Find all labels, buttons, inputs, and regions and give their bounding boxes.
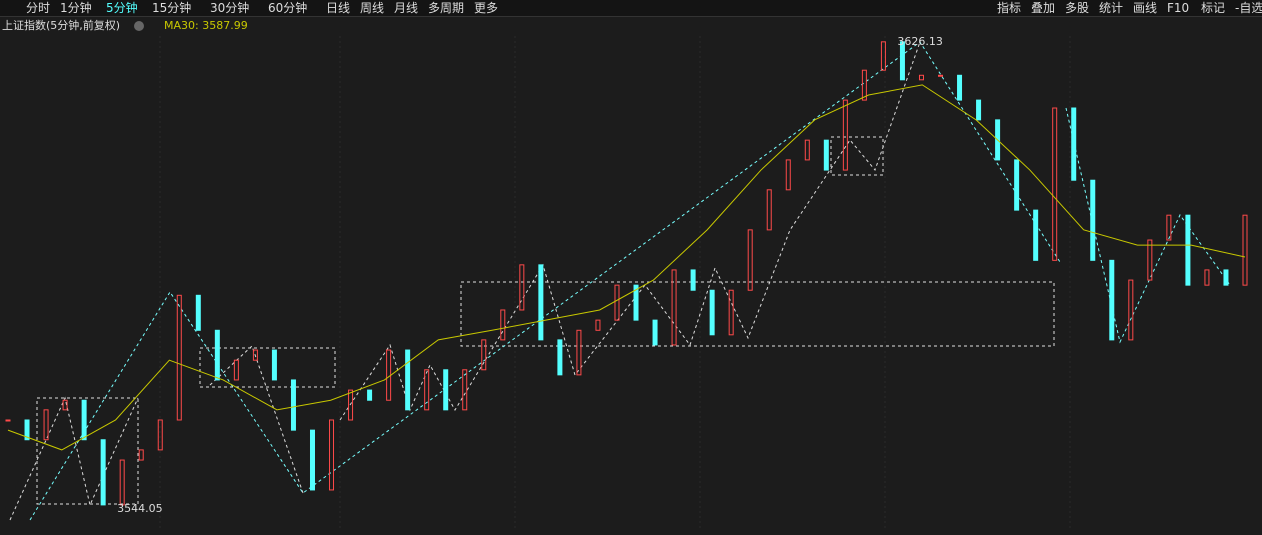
candle	[633, 284, 639, 321]
period-tab[interactable]: 30分钟	[210, 1, 250, 15]
candle	[595, 319, 601, 331]
candle	[557, 339, 563, 376]
boxes	[36, 136, 1055, 505]
candle	[252, 349, 258, 361]
candle	[176, 294, 182, 421]
candle	[5, 419, 11, 422]
tool-button[interactable]: 指标	[997, 1, 1022, 15]
period-tab[interactable]: 更多	[474, 1, 499, 15]
candle	[443, 369, 449, 411]
period-tab[interactable]: 1分钟	[60, 1, 92, 15]
candle	[500, 309, 506, 341]
candle	[614, 284, 620, 321]
tool-button[interactable]: 统计	[1099, 1, 1124, 15]
candle	[138, 449, 144, 461]
period-tab[interactable]: 5分钟	[106, 1, 138, 15]
chart-bg	[0, 17, 1262, 535]
candle	[157, 419, 163, 451]
period-tab[interactable]: 分时	[26, 1, 51, 15]
candle	[538, 264, 544, 341]
candle	[290, 379, 296, 431]
candle	[576, 329, 582, 376]
candle	[918, 74, 924, 81]
candle	[785, 159, 791, 191]
grid	[159, 36, 1071, 530]
candle	[43, 409, 49, 441]
period-tab[interactable]: 60分钟	[268, 1, 308, 15]
candle	[424, 369, 430, 411]
candle	[652, 319, 658, 346]
candle	[1223, 269, 1229, 286]
candle	[214, 329, 220, 381]
period-tab[interactable]: 日线	[326, 1, 351, 15]
candle	[233, 359, 239, 381]
tool-button[interactable]: 叠加	[1031, 1, 1056, 15]
candle	[367, 389, 373, 401]
candle	[709, 289, 715, 336]
ma30-line	[7, 84, 1246, 451]
candle	[671, 269, 677, 346]
high-label: 3626.13	[897, 35, 943, 48]
period-tab[interactable]: 周线	[360, 1, 385, 15]
candle	[1242, 214, 1248, 286]
candle	[1166, 214, 1172, 241]
tool-button[interactable]: -自选	[1235, 1, 1262, 15]
candle	[519, 264, 525, 311]
candle	[1185, 214, 1191, 286]
candle	[329, 419, 335, 491]
period-tab[interactable]: 月线	[394, 1, 419, 15]
candle	[81, 399, 87, 441]
candle	[119, 459, 125, 506]
candle	[880, 41, 886, 71]
candle	[976, 99, 982, 121]
toolbar: 分时 1分钟 5分钟 15分钟 30分钟 60分钟 日线 周线 月线 多周期 更多 指标 叠加 多股 统计画…	[0, 0, 1262, 17]
candle	[195, 294, 201, 331]
candle	[842, 99, 848, 171]
candle	[271, 349, 277, 381]
candle	[1128, 279, 1134, 341]
zigzag-small	[9, 41, 921, 521]
low-label: 3544.05	[117, 502, 162, 515]
candle	[1052, 107, 1058, 261]
candle	[1204, 269, 1210, 286]
candle	[899, 41, 905, 81]
tool-button[interactable]: 标记	[1201, 1, 1226, 15]
candle	[1147, 239, 1153, 281]
tool-button[interactable]: F10	[1167, 1, 1190, 15]
candle	[100, 439, 106, 506]
chart-title: 上证指数(5分钟,前复权)	[2, 18, 120, 32]
candle	[804, 139, 810, 161]
candle	[348, 389, 354, 421]
dropdown-icon[interactable]	[134, 21, 144, 31]
candle	[728, 289, 734, 336]
candle	[62, 399, 68, 411]
ma-label: MA30: 3587.99	[164, 19, 248, 32]
candle	[309, 429, 315, 491]
candle	[747, 229, 753, 291]
candle	[823, 139, 829, 171]
tool-button[interactable]: 画线	[1133, 1, 1158, 15]
candle	[861, 69, 867, 101]
candle	[462, 369, 468, 411]
candle	[1109, 259, 1115, 341]
tool-button[interactable]: 多股	[1065, 1, 1090, 15]
candle	[938, 74, 944, 77]
candle	[405, 349, 411, 411]
candle	[1033, 209, 1039, 261]
candle	[957, 74, 963, 101]
candle	[481, 339, 487, 371]
candle	[24, 419, 30, 441]
period-tab[interactable]: 多周期	[428, 1, 465, 15]
candle	[766, 189, 772, 231]
candle	[1071, 107, 1077, 181]
candle	[1014, 159, 1020, 211]
candle	[1090, 179, 1096, 261]
period-tab[interactable]: 15分钟	[152, 1, 192, 15]
candle	[690, 269, 696, 291]
